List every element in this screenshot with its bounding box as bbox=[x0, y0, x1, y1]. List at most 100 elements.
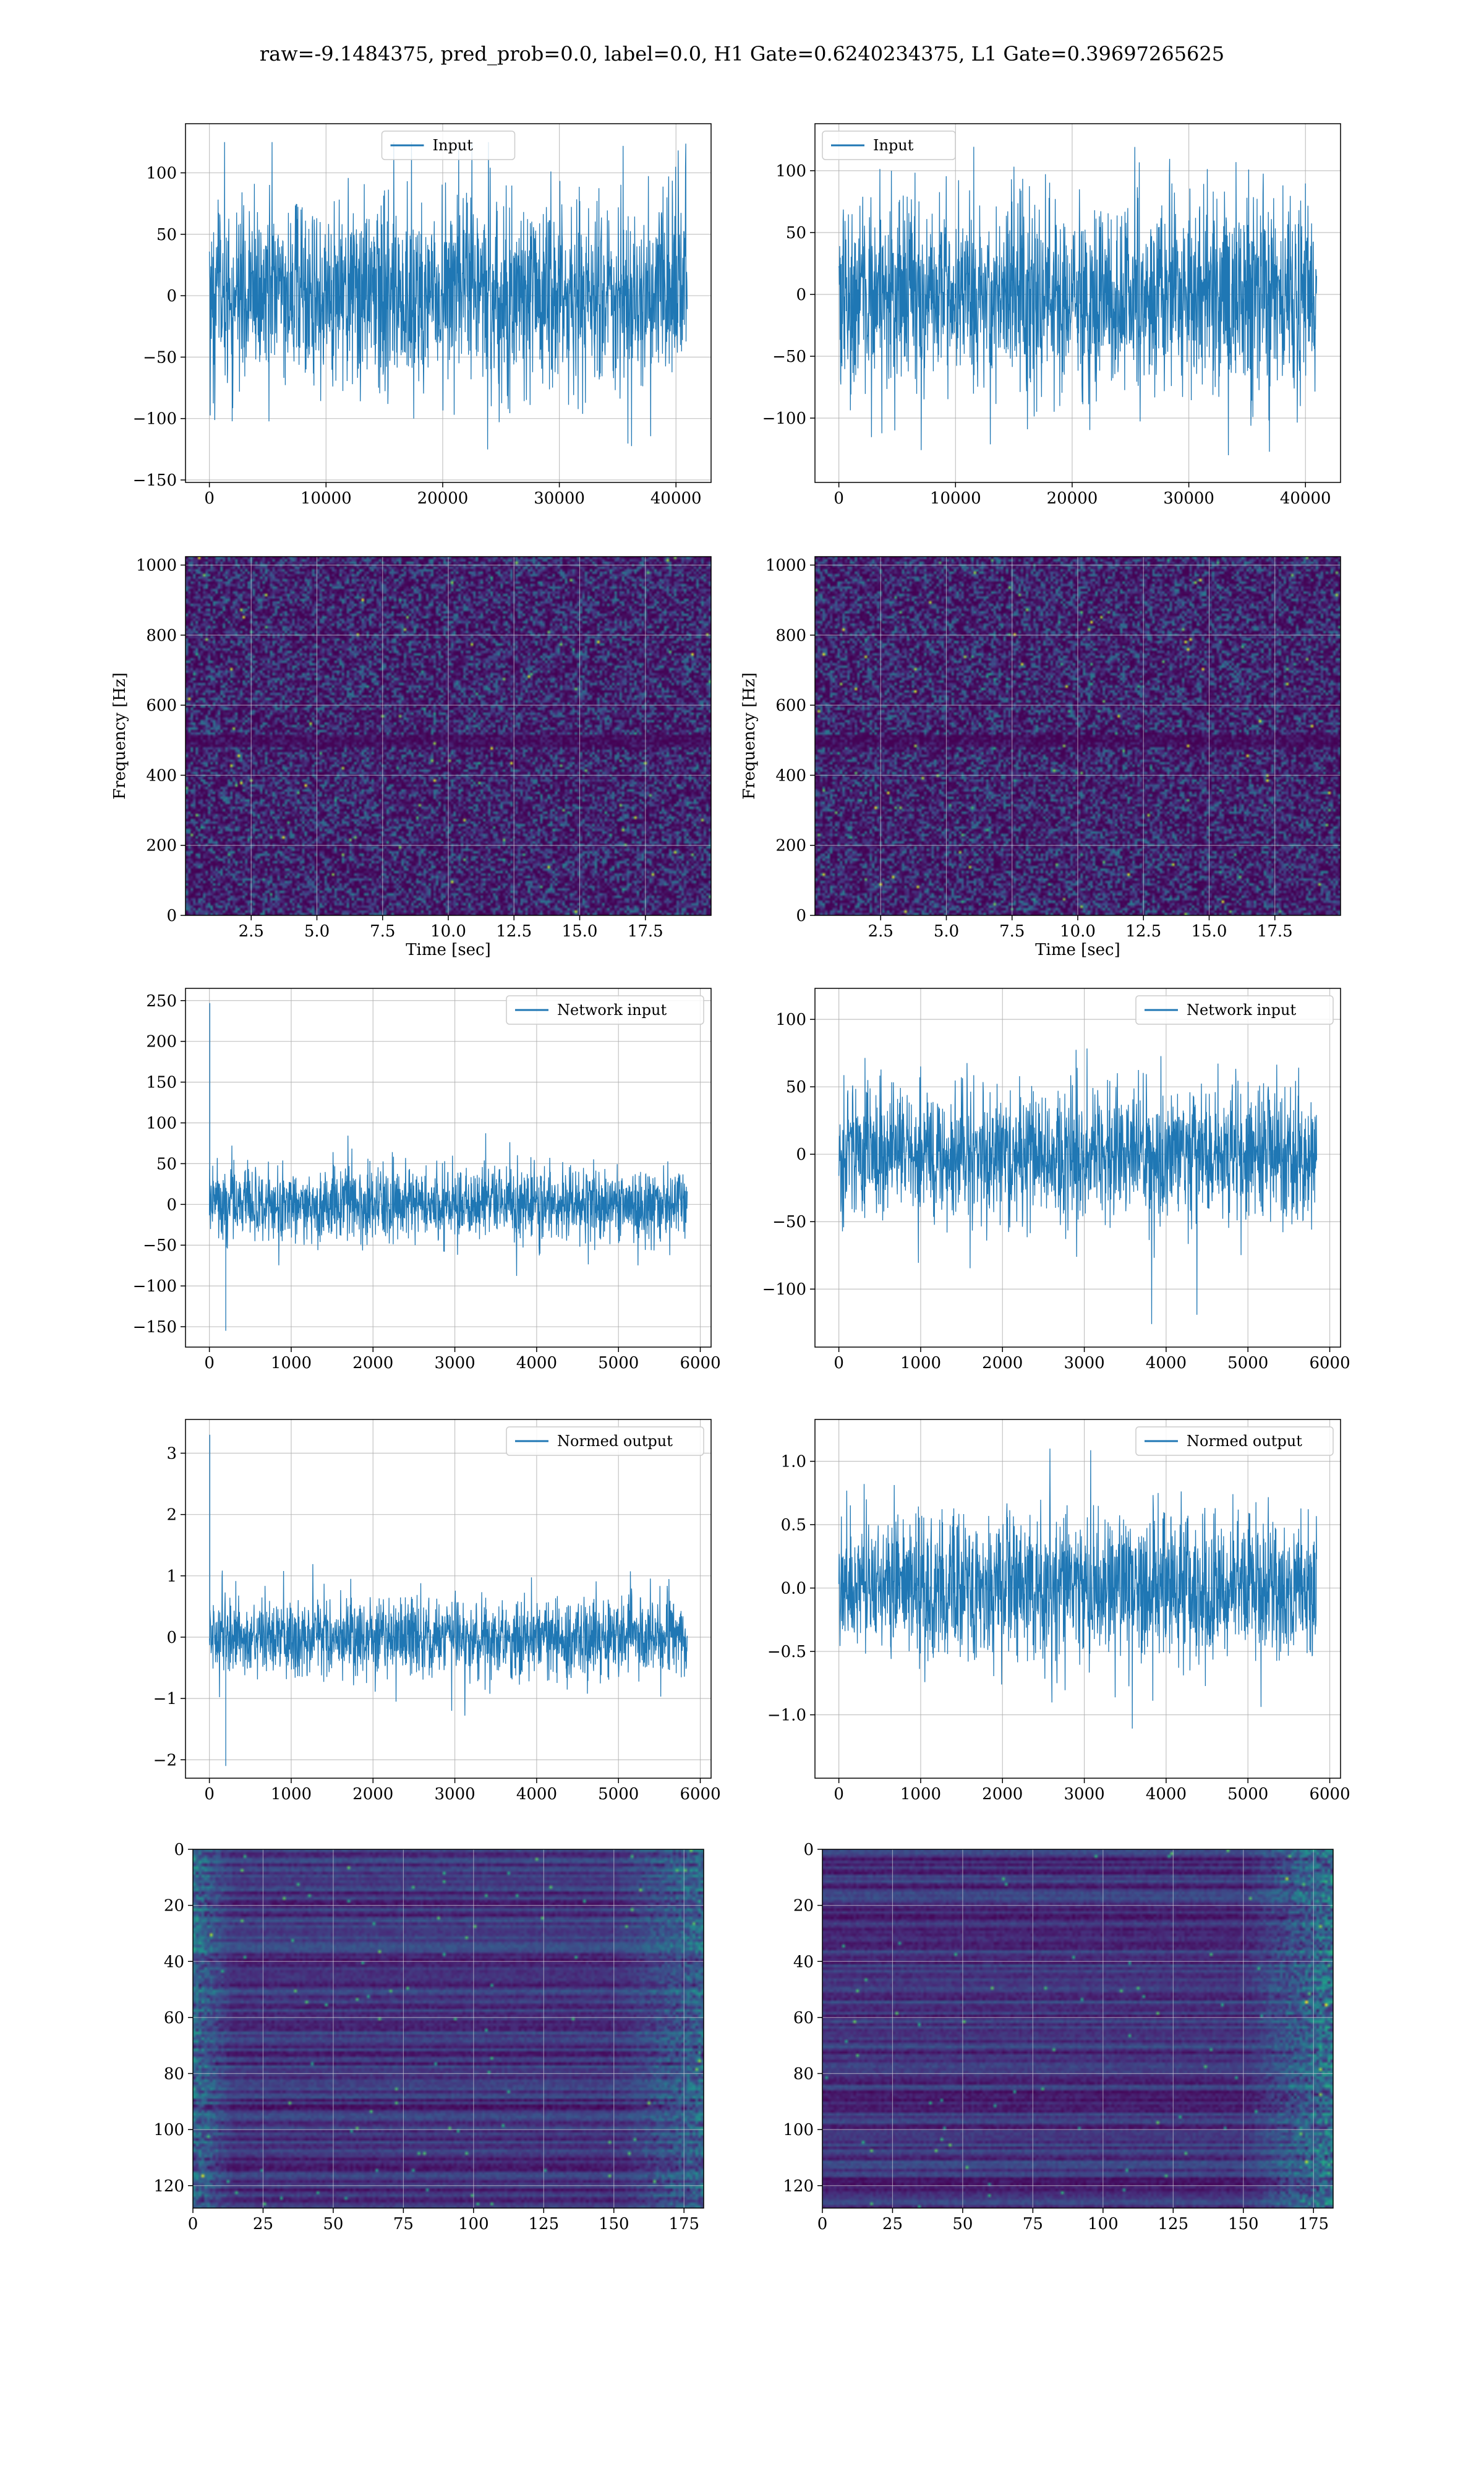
y-tick-label: 600 bbox=[146, 696, 177, 715]
y-tick-label: 0 bbox=[166, 1629, 177, 1647]
legend-label: Network input bbox=[1187, 1001, 1296, 1019]
y-tick-label: 800 bbox=[146, 627, 177, 645]
subplot-h1-feature-map: 0 25 50 75 100 125 150 175 0 20 40 60 80 100 120 bbox=[153, 1841, 704, 2233]
x-tick-label: 5.0 bbox=[934, 922, 959, 941]
y-tick-label: 120 bbox=[783, 2177, 814, 2196]
legend bbox=[506, 1426, 704, 1456]
y-axis-label: Frequency [Hz] bbox=[740, 672, 759, 800]
legend-label: Normed output bbox=[557, 1432, 673, 1450]
x-tick-label: 4000 bbox=[1146, 1785, 1187, 1804]
y-tick-label: 60 bbox=[793, 2009, 814, 2027]
y-tick-label: −50 bbox=[772, 348, 806, 366]
legend-label: Normed output bbox=[1187, 1432, 1302, 1450]
y-tick-label: 0 bbox=[796, 1145, 806, 1164]
y-tick-label: −2 bbox=[153, 1751, 177, 1770]
x-tick-label: 7.5 bbox=[999, 922, 1025, 941]
legend bbox=[381, 131, 516, 160]
y-tick-label: 20 bbox=[164, 1897, 184, 1915]
y-tick-label: 0 bbox=[166, 287, 177, 306]
x-axis-label: Time [sec] bbox=[1035, 941, 1120, 959]
y-tick-label: 0.0 bbox=[781, 1580, 806, 1598]
series-line bbox=[208, 1434, 688, 1766]
y-tick-label: −50 bbox=[143, 348, 177, 367]
y-tick-label: 1 bbox=[166, 1567, 177, 1586]
x-tick-label: 75 bbox=[393, 2215, 414, 2233]
x-tick-label: 5000 bbox=[1227, 1785, 1268, 1804]
x-tick-label: 0 bbox=[188, 2215, 198, 2233]
y-tick-label: 0.5 bbox=[781, 1516, 806, 1534]
x-tick-label: 175 bbox=[1298, 2215, 1329, 2233]
x-tick-label: 1000 bbox=[271, 1354, 312, 1372]
y-tick-label: 0 bbox=[166, 907, 177, 925]
y-axis-label: Frequency [Hz] bbox=[111, 672, 129, 800]
x-tick-label: 100 bbox=[458, 2215, 489, 2233]
x-tick-label: 17.5 bbox=[628, 922, 663, 941]
x-tick-label: 3000 bbox=[1064, 1785, 1104, 1804]
x-tick-label: 40000 bbox=[650, 489, 702, 508]
y-tick-label: −50 bbox=[772, 1213, 806, 1231]
series-line bbox=[208, 1003, 688, 1331]
x-tick-label: 6000 bbox=[680, 1785, 720, 1804]
y-tick-label: −1 bbox=[153, 1690, 177, 1708]
y-tick-label: 40 bbox=[164, 1953, 184, 1971]
heatmap-image bbox=[822, 1849, 1333, 2208]
x-tick-label: 1000 bbox=[900, 1785, 941, 1804]
y-tick-label: 1.0 bbox=[781, 1453, 806, 1471]
y-tick-label: 100 bbox=[153, 2121, 184, 2139]
x-tick-label: 100 bbox=[1088, 2215, 1119, 2233]
series-line bbox=[838, 147, 1318, 456]
axes-frame bbox=[822, 1849, 1334, 2209]
x-tick-label: 0 bbox=[204, 1354, 215, 1372]
figure-title: raw=-9.1484375, pred_prob=0.0, label=0.0… bbox=[259, 42, 1225, 66]
x-tick-label: 7.5 bbox=[370, 922, 395, 941]
y-tick-label: 120 bbox=[153, 2177, 184, 2196]
x-tick-label: 3000 bbox=[434, 1354, 475, 1372]
y-tick-label: 0 bbox=[796, 907, 806, 925]
x-tick-label: 3000 bbox=[1064, 1354, 1104, 1372]
axes-frame bbox=[185, 556, 712, 916]
x-tick-label: 4000 bbox=[516, 1354, 557, 1372]
axes-frame bbox=[192, 1849, 704, 2209]
y-tick-label: 200 bbox=[146, 837, 177, 855]
legend bbox=[1135, 1426, 1334, 1456]
subplot-l1-normed-output: 0 1000 2000 3000 4000 5000 6000 −1.0 −0.5 0.0 0.5 1… bbox=[767, 1419, 1350, 1804]
y-tick-label: 200 bbox=[775, 837, 806, 855]
y-tick-label: −100 bbox=[762, 1280, 806, 1299]
legend-label: Input bbox=[433, 137, 474, 154]
x-tick-label: 5000 bbox=[1227, 1354, 1268, 1372]
axes-frame bbox=[814, 556, 1341, 916]
y-tick-label: 100 bbox=[775, 162, 806, 181]
axes-frame bbox=[185, 123, 712, 483]
y-tick-label: 80 bbox=[793, 2065, 814, 2084]
x-tick-label: 15.0 bbox=[562, 922, 598, 941]
x-tick-label: 25 bbox=[882, 2215, 903, 2233]
x-tick-label: 40000 bbox=[1280, 489, 1331, 508]
y-tick-label: 0 bbox=[796, 286, 806, 304]
subplot-l1-spectrogram: 2.5 5.0 7.5 10.0 12.5 15.0 17.5 0 200 400 600 800 10… bbox=[740, 556, 1341, 959]
x-tick-label: 75 bbox=[1023, 2215, 1043, 2233]
y-tick-label: −150 bbox=[133, 1318, 177, 1337]
y-tick-label: 0 bbox=[166, 1196, 177, 1214]
y-tick-label: −1.0 bbox=[767, 1706, 806, 1725]
x-tick-label: 5000 bbox=[598, 1785, 639, 1804]
x-tick-label: 1000 bbox=[900, 1354, 941, 1372]
axes-frame bbox=[814, 988, 1341, 1348]
y-tick-label: 40 bbox=[793, 1953, 814, 1971]
x-tick-label: 0 bbox=[834, 1354, 844, 1372]
y-tick-label: 60 bbox=[164, 2009, 184, 2027]
x-tick-label: 20000 bbox=[417, 489, 469, 508]
x-tick-label: 5.0 bbox=[304, 922, 330, 941]
x-tick-label: 17.5 bbox=[1257, 922, 1293, 941]
y-tick-label: 1000 bbox=[765, 557, 806, 575]
y-tick-label: 1000 bbox=[136, 557, 177, 575]
x-tick-label: 0 bbox=[817, 2215, 828, 2233]
x-tick-label: 0 bbox=[834, 489, 844, 508]
series-line bbox=[838, 1449, 1318, 1729]
series-line bbox=[208, 142, 688, 450]
x-tick-label: 50 bbox=[952, 2215, 973, 2233]
y-tick-label: 0 bbox=[174, 1841, 184, 1859]
y-tick-label: 600 bbox=[775, 696, 806, 715]
x-tick-label: 25 bbox=[253, 2215, 273, 2233]
x-tick-label: 6000 bbox=[1309, 1354, 1350, 1372]
x-tick-label: 4000 bbox=[1146, 1354, 1187, 1372]
